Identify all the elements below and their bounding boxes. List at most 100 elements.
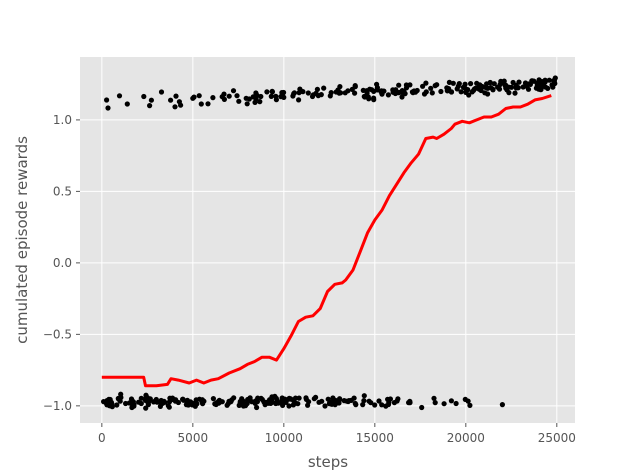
- data-point: [165, 403, 171, 409]
- data-point: [244, 101, 250, 107]
- data-point: [466, 92, 472, 98]
- data-point: [448, 398, 454, 404]
- data-point: [278, 94, 284, 100]
- data-point: [296, 395, 302, 401]
- data-point: [327, 93, 333, 99]
- data-point: [512, 90, 518, 96]
- data-point: [322, 403, 328, 409]
- data-point: [254, 404, 260, 411]
- data-point: [525, 86, 532, 92]
- data-point: [244, 401, 250, 407]
- data-point: [551, 78, 558, 84]
- data-point: [234, 93, 240, 99]
- data-point: [341, 398, 347, 404]
- data-point: [465, 398, 471, 404]
- data-point: [485, 85, 491, 91]
- x-tick-label: 10000: [265, 431, 303, 445]
- data-point: [217, 399, 223, 405]
- axis-ticks: 0 5000 10000 15000 20000 25000 −1.0 −0.5 0.0 0.5 1…: [43, 113, 576, 445]
- y-axis-label: cumulated episode rewards: [13, 136, 31, 344]
- data-point: [296, 90, 302, 96]
- data-point: [387, 396, 393, 402]
- data-point: [291, 398, 297, 404]
- data-point: [114, 402, 120, 408]
- x-tick-label: 25000: [538, 431, 576, 445]
- data-point: [385, 401, 392, 408]
- data-point: [286, 403, 292, 409]
- data-point: [352, 90, 358, 96]
- data-point: [364, 88, 370, 94]
- x-tick-label: 0: [98, 431, 106, 445]
- data-point: [403, 82, 409, 88]
- data-point: [313, 394, 319, 400]
- data-point: [210, 396, 216, 402]
- data-point: [229, 397, 235, 403]
- data-point: [352, 84, 358, 90]
- data-point: [138, 395, 144, 401]
- data-point: [385, 92, 391, 98]
- data-point: [468, 81, 474, 87]
- data-point: [116, 93, 123, 99]
- data-point: [279, 90, 285, 96]
- data-point: [411, 88, 417, 94]
- data-point: [257, 99, 263, 105]
- data-point: [328, 401, 334, 407]
- data-point: [453, 400, 459, 407]
- data-point: [520, 84, 526, 90]
- data-point: [458, 89, 464, 95]
- y-tick-label: 1.0: [53, 113, 72, 127]
- data-point: [337, 84, 343, 90]
- data-point: [273, 400, 279, 407]
- data-point: [534, 80, 540, 86]
- data-point: [176, 99, 182, 105]
- data-point: [378, 88, 384, 94]
- data-point: [421, 91, 428, 97]
- data-point: [321, 85, 327, 91]
- data-point: [401, 88, 407, 95]
- data-point: [124, 101, 130, 107]
- data-point: [219, 94, 225, 100]
- data-point: [510, 79, 516, 86]
- data-point: [446, 86, 452, 92]
- data-point: [448, 89, 455, 95]
- data-point: [148, 97, 154, 103]
- data-point: [296, 97, 302, 103]
- data-point: [542, 77, 548, 83]
- data-point: [319, 398, 325, 404]
- data-point: [200, 401, 206, 407]
- x-tick-label: 5000: [178, 431, 209, 445]
- data-point: [376, 398, 382, 404]
- data-point: [485, 91, 491, 97]
- data-point: [538, 87, 544, 93]
- data-point: [423, 80, 429, 86]
- data-point: [499, 402, 505, 408]
- data-point: [434, 82, 440, 88]
- data-point: [246, 96, 252, 102]
- data-point: [141, 93, 147, 100]
- data-point: [226, 93, 232, 99]
- data-point: [273, 93, 279, 99]
- data-point: [490, 87, 496, 93]
- data-point: [101, 399, 107, 405]
- data-point: [541, 82, 547, 89]
- data-point: [546, 77, 552, 83]
- data-point: [487, 80, 493, 86]
- data-point: [205, 101, 211, 107]
- data-point: [237, 400, 243, 406]
- data-point: [108, 402, 114, 408]
- data-point: [210, 95, 216, 101]
- data-point: [252, 400, 258, 406]
- y-tick-label: 0.5: [53, 184, 72, 198]
- data-point: [118, 394, 124, 401]
- data-point: [239, 396, 245, 402]
- data-point: [126, 400, 132, 406]
- data-point: [261, 399, 267, 405]
- y-tick-label: 0.0: [53, 256, 72, 270]
- data-point: [506, 90, 512, 96]
- data-point: [420, 83, 426, 89]
- data-point: [247, 395, 253, 401]
- data-point: [236, 98, 242, 104]
- data-point: [187, 401, 193, 407]
